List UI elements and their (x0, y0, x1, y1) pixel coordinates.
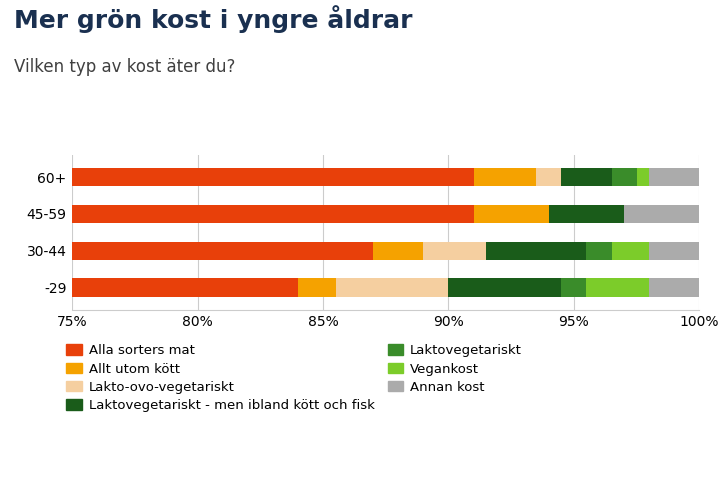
Bar (474, 205, 549, 223)
Bar (298, 278, 335, 297)
Bar (0, 242, 373, 260)
Bar (624, 205, 699, 223)
Bar (562, 168, 611, 186)
Bar (486, 242, 586, 260)
Bar (637, 168, 649, 186)
Bar (0, 205, 474, 223)
Bar (335, 278, 448, 297)
Legend: Alla sorters mat, Allt utom kött, Lakto-ovo-vegetariskt, Laktovegetariskt - men : Alla sorters mat, Allt utom kött, Lakto-… (66, 344, 522, 412)
Bar (373, 242, 423, 260)
Bar (586, 278, 649, 297)
Bar (586, 242, 611, 260)
Bar (649, 168, 699, 186)
Bar (611, 168, 637, 186)
Bar (474, 168, 536, 186)
Bar (448, 278, 562, 297)
Bar (649, 278, 699, 297)
Bar (0, 278, 298, 297)
Bar (423, 242, 486, 260)
Bar (562, 278, 586, 297)
Bar (549, 205, 624, 223)
Bar (0, 168, 474, 186)
Bar (649, 242, 699, 260)
Text: Mer grön kost i yngre åldrar: Mer grön kost i yngre åldrar (14, 5, 413, 33)
Bar (536, 168, 562, 186)
Bar (611, 242, 649, 260)
Text: Vilken typ av kost äter du?: Vilken typ av kost äter du? (14, 58, 236, 76)
